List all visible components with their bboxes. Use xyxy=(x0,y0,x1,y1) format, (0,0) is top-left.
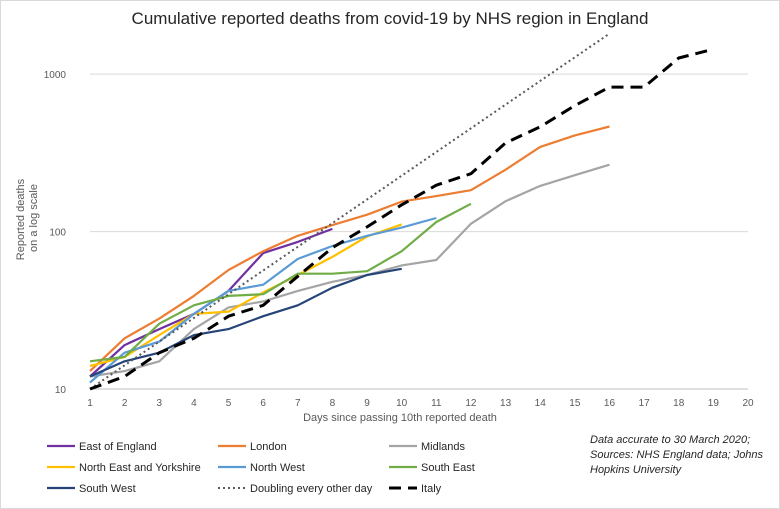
series-line-doubling-every-other-day xyxy=(89,32,611,390)
legend-label-italy: Italy xyxy=(421,483,442,495)
series-line-italy xyxy=(89,47,714,391)
x-axis-label: Days since passing 10th reported death xyxy=(303,412,497,424)
series-line-south-east xyxy=(89,202,472,363)
legend-label-london: London xyxy=(250,441,287,453)
x-tick-label-16: 16 xyxy=(604,398,616,409)
y-axis-label-line-2: on a log scale xyxy=(28,184,40,252)
x-tick-label-14: 14 xyxy=(535,398,547,409)
legend-label-north-west: North West xyxy=(250,462,305,474)
series-line-london xyxy=(89,125,610,372)
legend-label-east-of-england: East of England xyxy=(79,441,157,453)
x-tick-label-17: 17 xyxy=(639,398,651,409)
x-tick-label-20: 20 xyxy=(742,398,754,409)
x-tick-label-3: 3 xyxy=(156,398,162,409)
chart-title: Cumulative reported deaths from covid-19… xyxy=(131,9,649,28)
legend-label-doubling-every-other-day: Doubling every other day xyxy=(250,483,373,495)
x-tick-label-6: 6 xyxy=(260,398,266,409)
legend-label-midlands: Midlands xyxy=(421,441,466,453)
legend-label-south-east: South East xyxy=(421,462,475,474)
x-tick-label-10: 10 xyxy=(396,398,408,409)
series-line-north-west xyxy=(89,216,437,384)
x-tick-label-1: 1 xyxy=(87,398,93,409)
x-tick-label-15: 15 xyxy=(569,398,581,409)
x-tick-label-8: 8 xyxy=(330,398,336,409)
note-line-2: Sources: NHS England data; Johns xyxy=(590,449,764,461)
x-tick-label-9: 9 xyxy=(364,398,370,409)
legend-label-north-east-and-yorkshire: North East and Yorkshire xyxy=(79,462,201,474)
x-tick-label-12: 12 xyxy=(465,398,477,409)
x-tick-label-2: 2 xyxy=(122,398,128,409)
y-tick-label-1000: 1000 xyxy=(44,70,67,81)
y-axis-label: Reported deaths on a log scale xyxy=(15,176,40,260)
legend-label-south-west: South West xyxy=(79,483,136,495)
legend: East of England London Midlands North East … xyxy=(47,441,475,495)
y-axis-label-line-1: Reported deaths xyxy=(15,178,27,260)
x-tick-label-13: 13 xyxy=(500,398,512,409)
y-tick-label-100: 100 xyxy=(49,228,66,239)
note-line-1: Data accurate to 30 March 2020; xyxy=(590,434,751,446)
note-line-3: Hopkins University xyxy=(590,464,682,476)
data-source-note: Data accurate to 30 March 2020; Sources:… xyxy=(590,433,775,478)
x-tick-label-11: 11 xyxy=(431,398,442,409)
grid-lines xyxy=(90,73,748,390)
x-tick-label-4: 4 xyxy=(191,398,197,409)
series-line-south-west xyxy=(89,267,402,378)
series-lines xyxy=(89,32,714,391)
x-tick-label-19: 19 xyxy=(708,398,720,409)
x-tick-label-18: 18 xyxy=(673,398,685,409)
series-line-midlands xyxy=(89,163,610,378)
y-tick-label-10: 10 xyxy=(55,385,67,396)
x-tick-label-5: 5 xyxy=(226,398,232,409)
x-tick-label-7: 7 xyxy=(295,398,301,409)
